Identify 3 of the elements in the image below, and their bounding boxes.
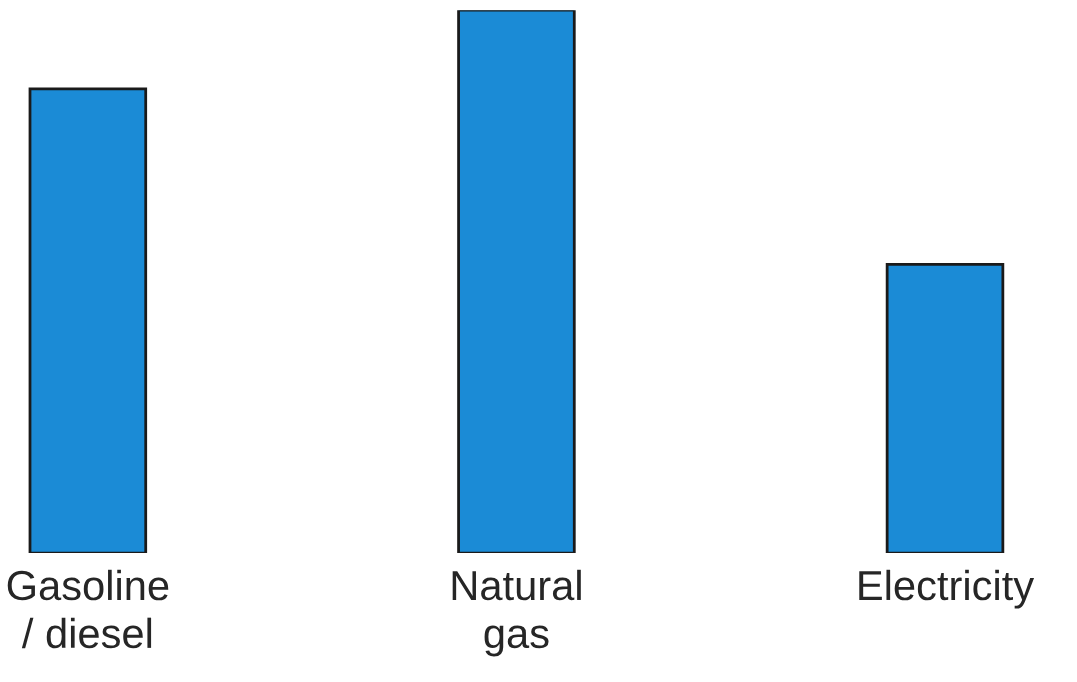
x-tick-label: Electricity [859,569,1035,609]
x-tick-label: Gasoline / diesel [7,569,169,649]
x-tick-label: Natural gas [452,569,581,657]
